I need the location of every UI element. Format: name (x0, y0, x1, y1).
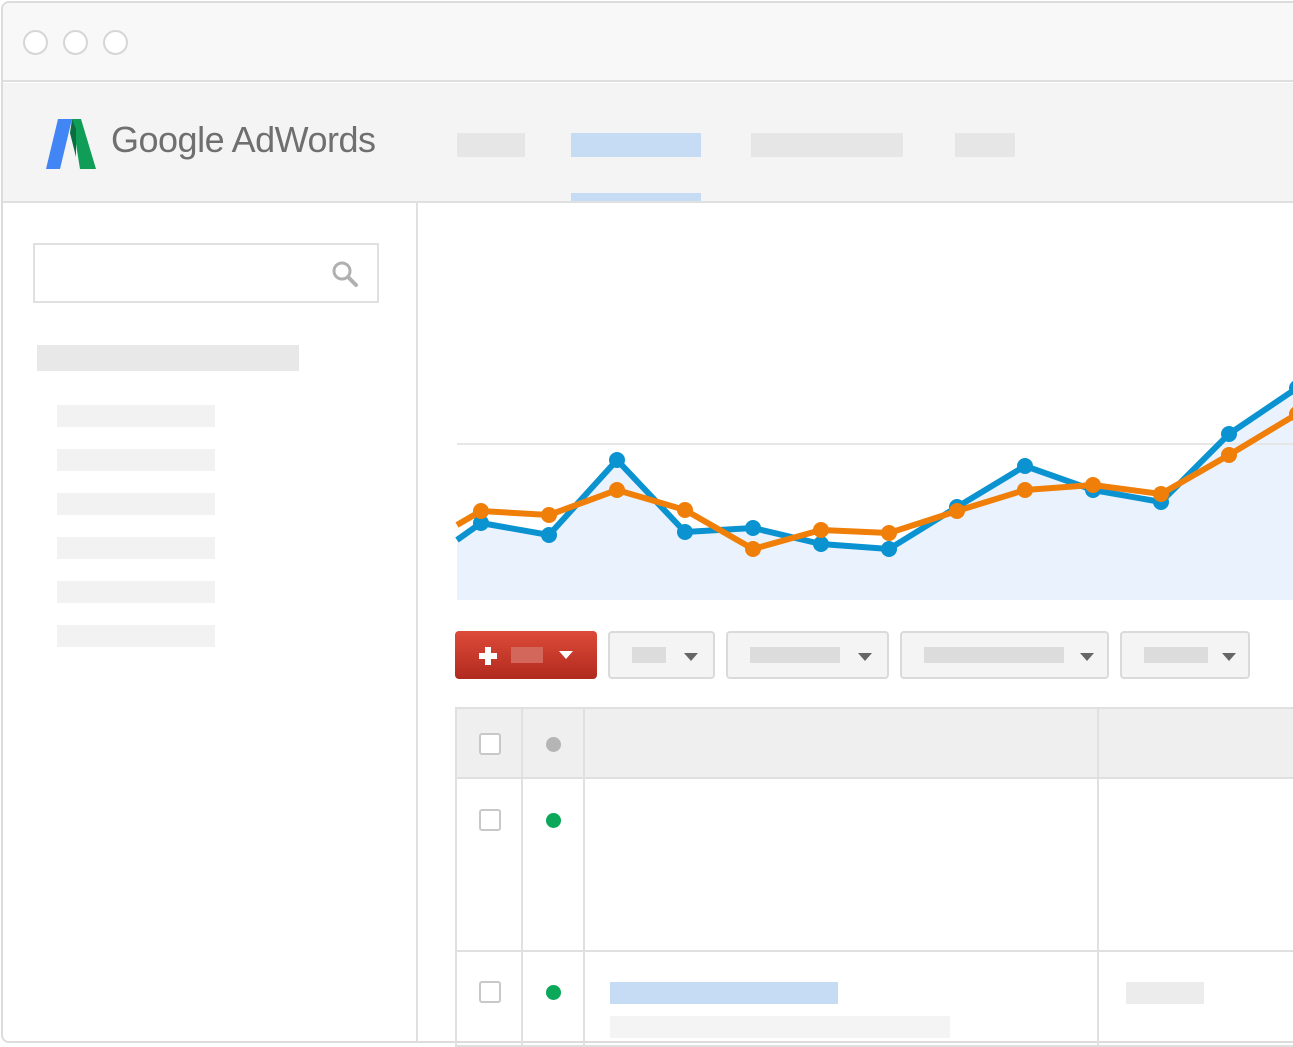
row-checkbox[interactable] (479, 809, 501, 831)
data-point (1221, 426, 1237, 442)
data-point (541, 507, 557, 523)
data-point (1221, 447, 1237, 463)
data-point (473, 503, 489, 519)
filter-dropdown-1[interactable] (608, 631, 715, 679)
sidebar-item[interactable] (57, 493, 215, 515)
caret-down-icon (684, 653, 698, 661)
sidebar-item[interactable] (57, 581, 215, 603)
window-maximize-button[interactable] (103, 30, 128, 55)
data-point (745, 541, 761, 557)
add-button-label (511, 647, 543, 663)
window-minimize-button[interactable] (63, 30, 88, 55)
sidebar-item[interactable] (57, 405, 215, 427)
data-point (881, 525, 897, 541)
status-active-icon (546, 813, 561, 828)
status-active-icon (546, 985, 561, 1000)
caret-down-icon (559, 651, 573, 659)
sidebar (3, 203, 418, 1041)
sidebar-item[interactable] (57, 449, 215, 471)
table-header (457, 709, 1293, 779)
caret-down-icon (1222, 653, 1236, 661)
app-header: Google AdWords (3, 83, 1293, 203)
series-line-1 (455, 412, 1293, 552)
adwords-logo-icon (46, 119, 96, 169)
data-point (1289, 407, 1293, 421)
sidebar-item[interactable] (57, 625, 215, 647)
sidebar-item[interactable] (57, 537, 215, 559)
status-column-icon (546, 737, 561, 752)
title-bar (3, 3, 1293, 82)
data-point (609, 482, 625, 498)
caret-down-icon (858, 653, 872, 661)
filter-dropdown-4[interactable] (1120, 631, 1250, 679)
search-input[interactable] (45, 245, 325, 301)
filter-dropdown-3[interactable] (900, 631, 1109, 679)
caret-down-icon (1080, 653, 1094, 661)
nav-tab-1[interactable] (457, 133, 525, 157)
data-point (813, 522, 829, 538)
row-checkbox[interactable] (479, 981, 501, 1003)
nav-tab-3[interactable] (751, 133, 903, 157)
data-point (1289, 381, 1293, 395)
add-button[interactable] (455, 631, 597, 679)
nav-tab-4[interactable] (955, 133, 1015, 157)
campaign-name-link[interactable] (610, 982, 838, 1004)
campaign-metric (1126, 982, 1204, 1004)
search-icon[interactable] (331, 260, 359, 288)
window-close-button[interactable] (23, 30, 48, 55)
data-point (541, 527, 557, 543)
data-point (677, 524, 693, 540)
data-point (745, 520, 761, 536)
plus-icon (479, 647, 497, 665)
select-all-checkbox[interactable] (479, 733, 501, 755)
data-point (1017, 458, 1033, 474)
app-logo-text: Google AdWords (111, 119, 376, 160)
series-line-0 (455, 387, 1293, 552)
data-point (609, 452, 625, 468)
data-point (813, 536, 829, 552)
campaign-table (455, 707, 1293, 1047)
data-point (1017, 482, 1033, 498)
data-point (473, 515, 489, 531)
campaign-detail (610, 1016, 950, 1038)
data-point (1085, 477, 1101, 493)
nav-tab-2-active[interactable] (571, 133, 701, 157)
sidebar-search (33, 243, 379, 303)
data-point (881, 541, 897, 557)
active-tab-indicator (571, 193, 701, 201)
chart-area (457, 390, 1293, 600)
data-point (1153, 486, 1169, 502)
data-point (677, 502, 693, 518)
filter-dropdown-2[interactable] (726, 631, 889, 679)
sidebar-section-heading (37, 345, 299, 371)
data-point (949, 503, 965, 519)
